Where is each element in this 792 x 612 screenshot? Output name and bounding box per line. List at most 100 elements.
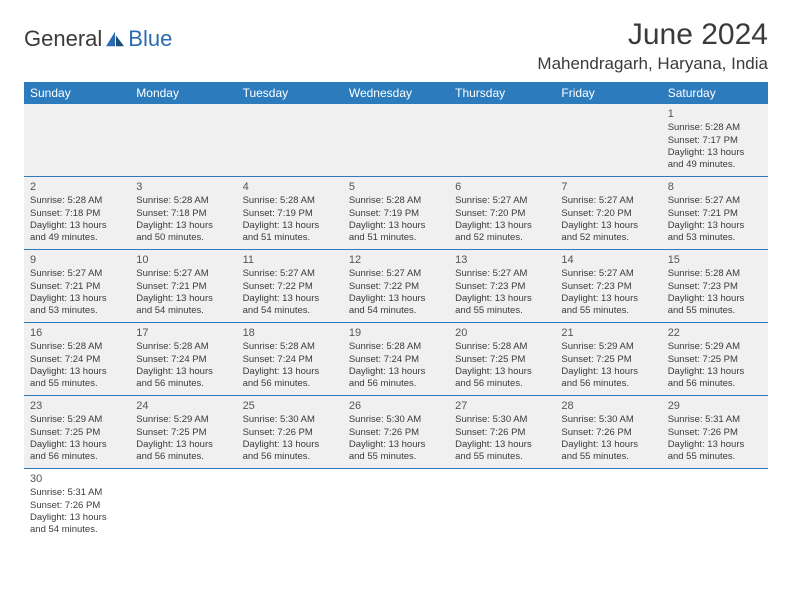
daylight-line-1: Daylight: 13 hours	[455, 293, 549, 305]
calendar-cell	[237, 104, 343, 176]
day-number: 26	[349, 399, 443, 413]
day-number: 29	[668, 399, 762, 413]
daylight-line-2: and 52 minutes.	[561, 232, 655, 244]
calendar-cell	[555, 104, 661, 176]
daylight-line-2: and 55 minutes.	[668, 305, 762, 317]
calendar-cell: 25Sunrise: 5:30 AMSunset: 7:26 PMDayligh…	[237, 396, 343, 468]
sunrise-line: Sunrise: 5:27 AM	[668, 195, 762, 207]
daylight-line-1: Daylight: 13 hours	[136, 439, 230, 451]
daylight-line-2: and 55 minutes.	[561, 305, 655, 317]
calendar-cell	[24, 104, 130, 176]
daylight-line-2: and 51 minutes.	[349, 232, 443, 244]
day-number: 30	[30, 472, 124, 486]
day-number: 16	[30, 326, 124, 340]
daylight-line-2: and 56 minutes.	[561, 378, 655, 390]
daylight-line-1: Daylight: 13 hours	[243, 220, 337, 232]
sunset-line: Sunset: 7:20 PM	[561, 208, 655, 220]
calendar-cell: 20Sunrise: 5:28 AMSunset: 7:25 PMDayligh…	[449, 323, 555, 395]
calendar-cell	[237, 469, 343, 541]
day-number: 4	[243, 180, 337, 194]
calendar-cell: 4Sunrise: 5:28 AMSunset: 7:19 PMDaylight…	[237, 177, 343, 249]
daylight-line-1: Daylight: 13 hours	[349, 293, 443, 305]
daylight-line-2: and 56 minutes.	[243, 378, 337, 390]
day-number: 14	[561, 253, 655, 267]
day-header-wed: Wednesday	[343, 82, 449, 104]
calendar-cell: 24Sunrise: 5:29 AMSunset: 7:25 PMDayligh…	[130, 396, 236, 468]
sunrise-line: Sunrise: 5:27 AM	[561, 268, 655, 280]
day-number: 2	[30, 180, 124, 194]
daylight-line-1: Daylight: 13 hours	[349, 366, 443, 378]
calendar-cell	[555, 469, 661, 541]
calendar-cell: 12Sunrise: 5:27 AMSunset: 7:22 PMDayligh…	[343, 250, 449, 322]
sunset-line: Sunset: 7:24 PM	[243, 354, 337, 366]
daylight-line-1: Daylight: 13 hours	[561, 366, 655, 378]
daylight-line-2: and 52 minutes.	[455, 232, 549, 244]
sunrise-line: Sunrise: 5:30 AM	[349, 414, 443, 426]
sunset-line: Sunset: 7:21 PM	[136, 281, 230, 293]
sunrise-line: Sunrise: 5:28 AM	[136, 341, 230, 353]
calendar-cell	[662, 469, 768, 541]
logo-sail-icon	[104, 30, 126, 48]
day-header-mon: Monday	[130, 82, 236, 104]
sunrise-line: Sunrise: 5:29 AM	[30, 414, 124, 426]
daylight-line-2: and 56 minutes.	[30, 451, 124, 463]
calendar-cell: 13Sunrise: 5:27 AMSunset: 7:23 PMDayligh…	[449, 250, 555, 322]
sunset-line: Sunset: 7:19 PM	[243, 208, 337, 220]
day-number: 5	[349, 180, 443, 194]
sunset-line: Sunset: 7:24 PM	[349, 354, 443, 366]
daylight-line-2: and 53 minutes.	[668, 232, 762, 244]
calendar-cell: 30Sunrise: 5:31 AMSunset: 7:26 PMDayligh…	[24, 469, 130, 541]
day-header-sat: Saturday	[662, 82, 768, 104]
day-header-thu: Thursday	[449, 82, 555, 104]
sunset-line: Sunset: 7:20 PM	[455, 208, 549, 220]
daylight-line-1: Daylight: 13 hours	[561, 220, 655, 232]
sunrise-line: Sunrise: 5:30 AM	[561, 414, 655, 426]
logo-text-blue: Blue	[128, 26, 172, 52]
day-number: 24	[136, 399, 230, 413]
sunset-line: Sunset: 7:25 PM	[136, 427, 230, 439]
daylight-line-1: Daylight: 13 hours	[561, 293, 655, 305]
calendar-week: 2Sunrise: 5:28 AMSunset: 7:18 PMDaylight…	[24, 177, 768, 250]
sunrise-line: Sunrise: 5:28 AM	[30, 195, 124, 207]
day-number: 6	[455, 180, 549, 194]
day-number: 19	[349, 326, 443, 340]
sunset-line: Sunset: 7:22 PM	[349, 281, 443, 293]
calendar-cell: 22Sunrise: 5:29 AMSunset: 7:25 PMDayligh…	[662, 323, 768, 395]
sunrise-line: Sunrise: 5:27 AM	[561, 195, 655, 207]
calendar-cell: 23Sunrise: 5:29 AMSunset: 7:25 PMDayligh…	[24, 396, 130, 468]
calendar-grid: Sunday Monday Tuesday Wednesday Thursday…	[24, 82, 768, 541]
calendar-cell: 21Sunrise: 5:29 AMSunset: 7:25 PMDayligh…	[555, 323, 661, 395]
calendar-cell: 6Sunrise: 5:27 AMSunset: 7:20 PMDaylight…	[449, 177, 555, 249]
daylight-line-2: and 55 minutes.	[455, 451, 549, 463]
daylight-line-1: Daylight: 13 hours	[668, 293, 762, 305]
daylight-line-2: and 55 minutes.	[561, 451, 655, 463]
location: Mahendragarh, Haryana, India	[537, 54, 768, 74]
day-number: 8	[668, 180, 762, 194]
sunrise-line: Sunrise: 5:27 AM	[455, 195, 549, 207]
daylight-line-2: and 49 minutes.	[30, 232, 124, 244]
sunset-line: Sunset: 7:22 PM	[243, 281, 337, 293]
day-number: 12	[349, 253, 443, 267]
daylight-line-1: Daylight: 13 hours	[136, 220, 230, 232]
sunset-line: Sunset: 7:26 PM	[455, 427, 549, 439]
daylight-line-2: and 53 minutes.	[30, 305, 124, 317]
sunset-line: Sunset: 7:18 PM	[136, 208, 230, 220]
daylight-line-2: and 54 minutes.	[349, 305, 443, 317]
title-block: June 2024 Mahendragarh, Haryana, India	[537, 18, 768, 74]
sunrise-line: Sunrise: 5:28 AM	[349, 195, 443, 207]
day-number: 9	[30, 253, 124, 267]
sunrise-line: Sunrise: 5:28 AM	[668, 268, 762, 280]
calendar-cell: 26Sunrise: 5:30 AMSunset: 7:26 PMDayligh…	[343, 396, 449, 468]
daylight-line-1: Daylight: 13 hours	[30, 366, 124, 378]
logo-text-general: General	[24, 26, 102, 52]
sunset-line: Sunset: 7:17 PM	[668, 135, 762, 147]
calendar-cell: 29Sunrise: 5:31 AMSunset: 7:26 PMDayligh…	[662, 396, 768, 468]
daylight-line-2: and 56 minutes.	[349, 378, 443, 390]
calendar-week: 30Sunrise: 5:31 AMSunset: 7:26 PMDayligh…	[24, 469, 768, 541]
calendar-cell: 8Sunrise: 5:27 AMSunset: 7:21 PMDaylight…	[662, 177, 768, 249]
logo: General Blue	[24, 18, 172, 52]
daylight-line-1: Daylight: 13 hours	[243, 293, 337, 305]
sunrise-line: Sunrise: 5:28 AM	[136, 195, 230, 207]
daylight-line-2: and 56 minutes.	[668, 378, 762, 390]
header-row: General Blue June 2024 Mahendragarh, Har…	[24, 18, 768, 74]
